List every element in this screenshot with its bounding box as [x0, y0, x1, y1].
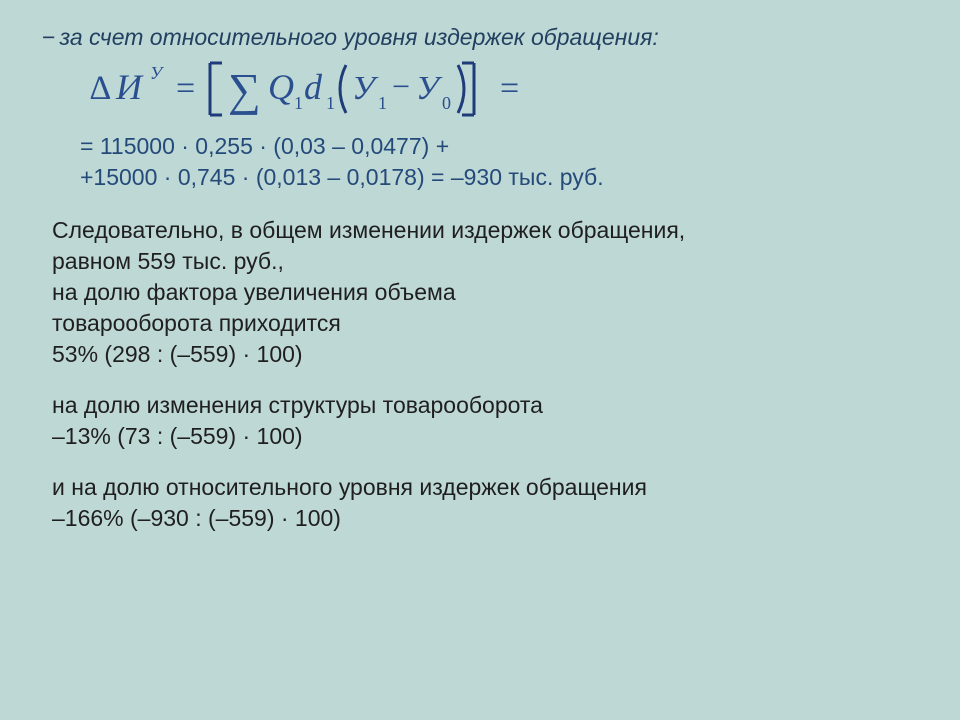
p1-l3: на долю фактора увеличения объема: [52, 277, 924, 308]
sym-d: d: [304, 67, 323, 107]
sym-sub1a: 1: [294, 93, 303, 113]
p2-l1: на долю изменения структуры товарооборот…: [52, 390, 924, 421]
sym-y0sub: 0: [442, 93, 451, 113]
heading-text: за счет относительного уровня издержек о…: [59, 24, 658, 50]
heading-dash: −: [42, 24, 59, 50]
p1-l5: 53% (298 : (–559) · 100): [52, 339, 924, 370]
para-2: на долю изменения структуры товарооборот…: [52, 390, 924, 452]
sym-y0: У: [416, 70, 443, 107]
sym-minus: −: [392, 68, 410, 104]
paren-left: [340, 65, 346, 113]
bracket-left: [210, 63, 222, 115]
sym-eq2: =: [500, 70, 519, 107]
calc-block: = 115000 · 0,255 · (0,03 – 0,0477) + +15…: [80, 131, 924, 193]
p1-l1: Следовательно, в общем изменении издерже…: [52, 215, 924, 246]
slide-root: −за счет относительного уровня издержек …: [0, 0, 960, 720]
sym-I: И: [115, 67, 144, 107]
p1-l4: товарооборота приходится: [52, 308, 924, 339]
para-1: Следовательно, в общем изменении издерже…: [52, 215, 924, 370]
calc-line-1: = 115000 · 0,255 · (0,03 – 0,0477) +: [80, 131, 924, 162]
p2-l2: –13% (73 : (–559) · 100): [52, 421, 924, 452]
formula-block: ∆ И У = ∑ Q 1 d 1 У 1 − У 0: [90, 57, 924, 121]
p3-l2: –166% (–930 : (–559) · 100): [52, 503, 924, 534]
sym-y1: У: [352, 70, 379, 107]
body-block: Следовательно, в общем изменении издерже…: [52, 215, 924, 534]
sym-delta: ∆: [90, 70, 111, 107]
formula-svg: ∆ И У = ∑ Q 1 d 1 У 1 − У 0: [90, 57, 610, 121]
p1-l2: равном 559 тыс. руб.,: [52, 246, 924, 277]
sym-y1sub: 1: [378, 93, 387, 113]
paren-right: [458, 65, 464, 113]
section-heading: −за счет относительного уровня издержек …: [36, 24, 924, 51]
sym-Q: Q: [268, 67, 294, 107]
sym-eq1: =: [176, 70, 195, 107]
para-3: и на долю относительного уровня издержек…: [52, 472, 924, 534]
sym-sub1b: 1: [326, 93, 335, 113]
sym-sup: У: [150, 63, 164, 83]
calc-line-2: +15000 · 0,745 · (0,013 – 0,0178) = –930…: [80, 162, 924, 193]
p3-l1: и на долю относительного уровня издержек…: [52, 472, 924, 503]
sym-sigma: ∑: [228, 64, 261, 115]
